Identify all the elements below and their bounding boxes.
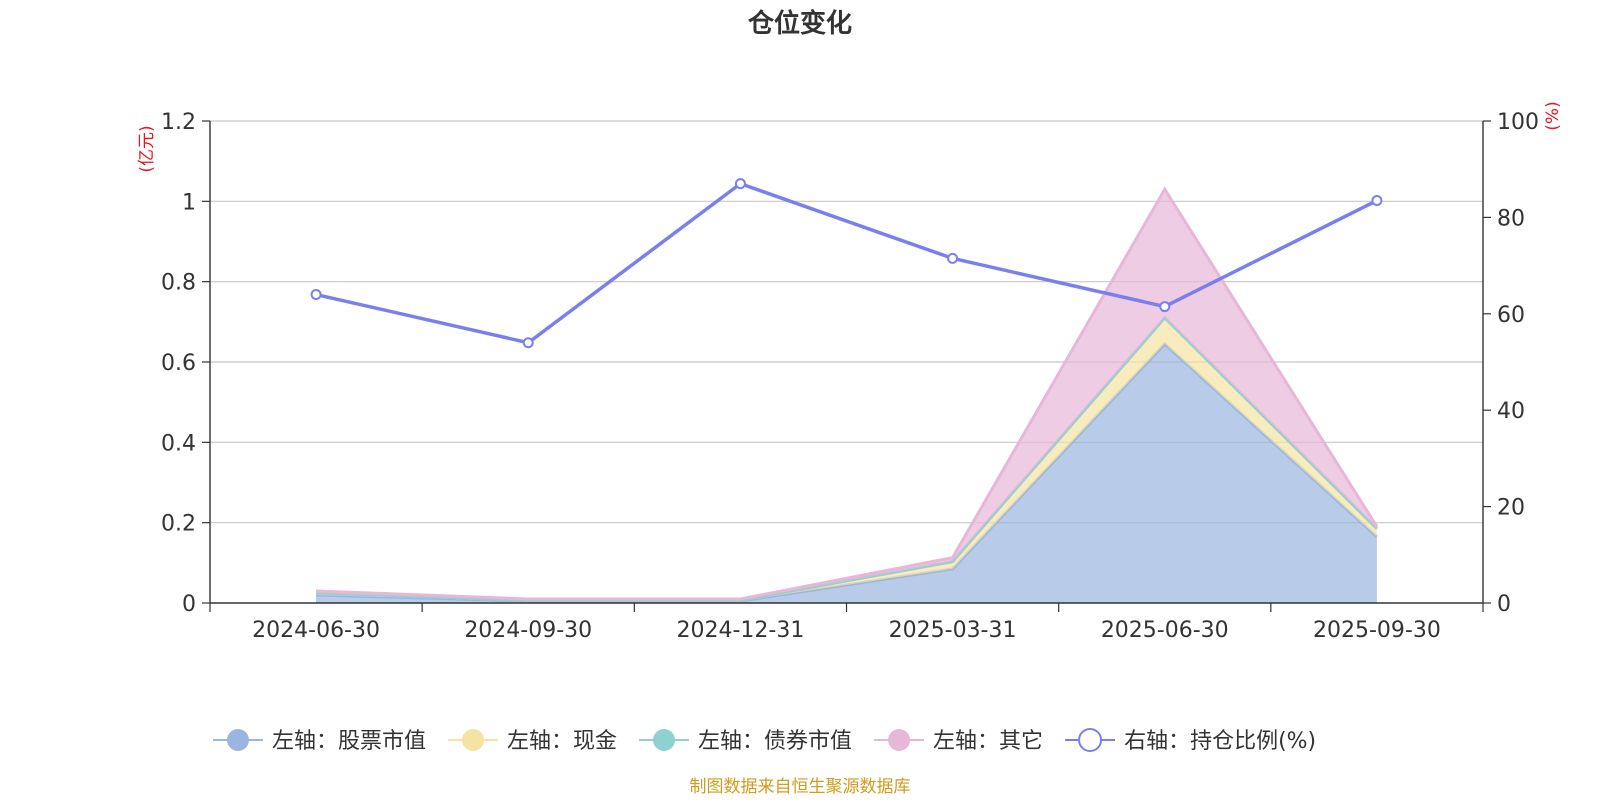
legend-marker: [653, 729, 676, 751]
chart-title: 仓位变化: [747, 8, 852, 39]
legend-marker: [888, 729, 911, 751]
left-axis-tick-label: 0: [182, 592, 196, 617]
right-axis-tick-label: 20: [1497, 496, 1525, 521]
stacked-areas: [316, 186, 1379, 603]
x-axis-tick-label: 2025-03-31: [889, 618, 1017, 643]
right-axis-tick-label: 60: [1497, 303, 1525, 328]
right-axis-tick-label: 0: [1497, 592, 1511, 617]
ratio-point: [1159, 301, 1171, 313]
ratio-point: [1371, 195, 1383, 207]
left-axis-tick-label: 0.6: [161, 351, 196, 376]
legend-label: 右轴：持仓比例(%): [1124, 729, 1316, 754]
legend-item: 左轴：现金: [448, 729, 617, 754]
left-axis-tick-label: 0.4: [161, 431, 196, 456]
ratio-line-path: [315, 181, 1378, 345]
right-axis-unit: (%): [1543, 101, 1563, 130]
area-左轴：股票市值: [316, 343, 1377, 603]
legend-label: 左轴：债券市值: [698, 729, 852, 754]
x-axis-tick-label: 2024-12-31: [676, 618, 804, 643]
x-axis-tick-label: 2025-09-30: [1313, 618, 1441, 643]
legend-label: 左轴：股票市值: [272, 729, 426, 754]
right-axis-tick-label: 80: [1497, 206, 1525, 231]
axes: 0 0.2 0.4 0.6 0.8 1 1.2 0 20 40 60 80 100 2024-06-30 2…: [161, 110, 1539, 643]
right-axis-tick-label: 40: [1497, 399, 1525, 424]
right-axis-tick-label: 100: [1497, 110, 1539, 135]
legend: 左轴：股票市值 左轴：现金 左轴：债券市值 左轴：其它 右轴：持仓比例(%): [213, 728, 1316, 754]
area-edge-左轴：其它: [316, 186, 1379, 601]
legend-marker: [227, 729, 249, 751]
x-axis-tick-label: 2025-06-30: [1101, 618, 1229, 643]
legend-item: 左轴：其它: [874, 729, 1043, 754]
x-axis-tick-label: 2024-06-30: [252, 618, 380, 643]
legend-marker: [462, 729, 485, 751]
x-axis-tick-label: 2024-09-30: [464, 618, 592, 643]
left-axis-tick-label: 1: [182, 190, 196, 215]
legend-item: 左轴：债券市值: [639, 729, 852, 754]
legend-marker: [1078, 728, 1103, 752]
area-左轴：现金: [316, 317, 1377, 601]
left-axis-tick-label: 0.2: [161, 512, 196, 537]
ratio-point: [310, 289, 322, 301]
left-axis-tick-label: 1.2: [161, 110, 196, 135]
area-左轴：其它: [316, 189, 1377, 601]
left-axis-tick-label: 0.8: [161, 271, 196, 296]
ratio-point: [522, 337, 534, 349]
legend-item: 右轴：持仓比例(%): [1065, 728, 1316, 754]
data-source-note: 制图数据来自恒生聚源数据库: [690, 777, 911, 797]
ratio-point: [734, 178, 746, 190]
legend-label: 左轴：其它: [933, 729, 1043, 754]
left-axis-unit: (亿元): [137, 125, 157, 172]
position-ratio-line: [310, 178, 1383, 349]
ratio-point: [947, 252, 959, 264]
legend-label: 左轴：现金: [507, 729, 617, 754]
legend-item: 左轴：股票市值: [213, 729, 426, 754]
